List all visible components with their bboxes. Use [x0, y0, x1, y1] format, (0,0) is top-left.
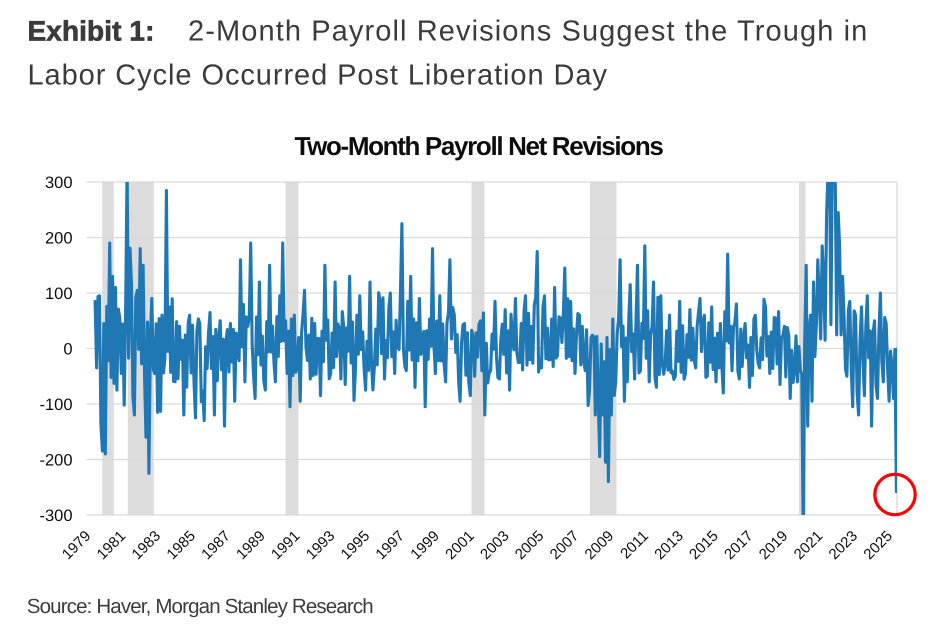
svg-text:Source: Haver, Morgan Stanley: Source: Haver, Morgan Stanley Research [27, 595, 373, 618]
svg-text:Exhibit 1:: Exhibit 1: [28, 16, 155, 47]
svg-text:-100: -100 [39, 396, 72, 414]
svg-text:100: 100 [45, 285, 73, 303]
svg-text:-300: -300 [39, 507, 72, 525]
svg-text:Two-Month Payroll Net Revision: Two-Month Payroll Net Revisions [295, 131, 664, 161]
svg-text:0: 0 [63, 340, 72, 358]
svg-text:Labor Cycle Occurred Post Libe: Labor Cycle Occurred Post Liberation Day [28, 60, 608, 92]
svg-text:300: 300 [45, 174, 73, 192]
svg-text:2-Month Payroll Revisions Sugg: 2-Month Payroll Revisions Suggest the Tr… [188, 16, 868, 48]
svg-text:200: 200 [45, 229, 73, 247]
svg-text:-200: -200 [39, 451, 72, 469]
